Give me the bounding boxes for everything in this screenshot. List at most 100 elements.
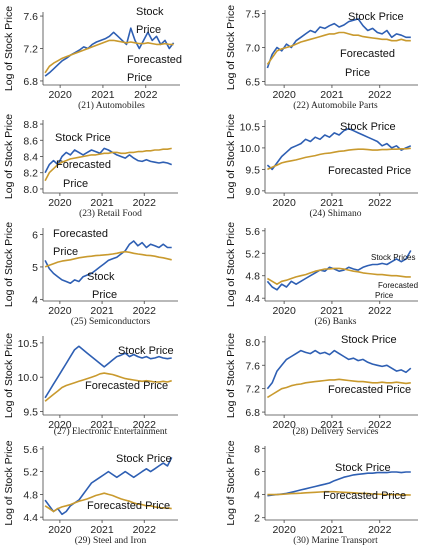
series-annotation: Stock <box>87 271 115 283</box>
x-tick-label: 2020 <box>48 524 72 536</box>
series-annotation: Forecasted Price <box>85 380 168 392</box>
series-annotation: Price <box>92 289 117 301</box>
chart-panel-1: 6.8 7.2 7.6 2020 2021 2022 Log of Stock Price S… <box>3 6 182 111</box>
chart-caption: (30) Marine Transport <box>293 535 378 546</box>
x-tick-label: 2020 <box>272 524 296 536</box>
y-tick-label: 10.0 <box>18 372 39 384</box>
stock-price-line <box>267 471 411 497</box>
x-tick-label: 2020 <box>272 419 296 431</box>
chart-panel-6: 4.4 4.8 5.2 5.6 2020 2021 2022 Log of Stock Pri… <box>225 222 418 327</box>
y-axis-label: Log of Stock Price <box>225 114 237 199</box>
stock-price-line <box>266 250 412 291</box>
x-tick-label: 2021 <box>320 419 344 431</box>
y-tick-label: 6 <box>254 466 260 478</box>
chart-caption: (21) Automobiles <box>78 100 145 111</box>
x-tick-label: 2021 <box>320 197 344 209</box>
y-axis-label: Log of Stock Price <box>225 440 237 525</box>
y-tick-label: 8.0 <box>23 184 38 196</box>
series-annotation: Forecasted <box>340 48 395 60</box>
x-tick-label: 2022 <box>368 89 392 101</box>
forecasted-price-line <box>44 147 172 182</box>
y-tick-label: 8.2 <box>23 168 38 180</box>
y-tick-label: 4 <box>32 294 38 306</box>
y-tick-label: 4.4 <box>23 512 38 524</box>
chart-panel-9: 4.4 4.8 5.2 5.6 2020 2021 2022 Log of Stock Pri… <box>3 440 178 546</box>
forecasted-price-line <box>267 147 411 171</box>
x-tick-label: 2022 <box>368 197 392 209</box>
y-tick-label: 4.4 <box>245 293 260 305</box>
series-annotation: Stock Price <box>116 453 172 465</box>
series-annotation: Forecasted <box>378 281 418 290</box>
y-tick-label: 8.0 <box>245 337 260 349</box>
series-annotation: Price <box>375 291 394 300</box>
forecasted-price-line <box>266 378 411 399</box>
y-tick-label: 6 <box>32 229 38 241</box>
chart-caption: (25) Semiconductors <box>71 316 151 327</box>
y-axis-label: Log of Stock Price <box>225 333 237 418</box>
x-tick-label: 2022 <box>133 524 157 536</box>
y-axis-label: Log of Stock Price <box>3 114 15 199</box>
x-tick-label: 2020 <box>272 197 296 209</box>
forecasted-price-line <box>44 39 174 74</box>
chart-caption: (22) Automobile Parts <box>293 100 378 111</box>
series-annotation: Stock Price <box>118 345 174 357</box>
x-tick-label: 2021 <box>320 524 344 536</box>
series-annotation: Price <box>136 24 161 36</box>
series-annotation: Forecasted Price <box>87 500 170 512</box>
y-tick-label: 7.6 <box>23 11 38 23</box>
y-axis-label: Log of Stock Price <box>3 440 15 525</box>
stock-price-line <box>266 127 412 171</box>
x-tick-label: 2020 <box>48 305 72 317</box>
y-tick-label: 5.6 <box>23 444 38 456</box>
y-tick-label: 8.6 <box>23 135 38 147</box>
chart-caption: (24) Shimano <box>310 208 362 219</box>
y-tick-label: 10.5 <box>240 121 261 133</box>
x-tick-label: 2020 <box>48 419 72 431</box>
stock-price-line <box>44 240 172 285</box>
series-annotation: Stock Price <box>348 11 404 23</box>
y-axis-label: Log of Stock Price <box>225 222 237 307</box>
y-tick-label: 6.8 <box>23 76 38 88</box>
y-tick-label: 7.6 <box>245 360 260 372</box>
chart-caption: (28) Delivery Services <box>293 426 379 437</box>
y-tick-label: 7.5 <box>245 8 260 20</box>
y-tick-label: 2 <box>254 513 260 525</box>
stock-price-line <box>266 18 411 69</box>
chart-panel-10: 2 4 6 8 2020 2021 2022 Log of Stock Price Stock … <box>225 440 418 546</box>
y-axis-label: Log of Stock Price <box>3 333 15 418</box>
y-tick-label: 10.5 <box>18 338 39 350</box>
series-annotation: Stock Price <box>341 334 397 346</box>
forecasted-price-line <box>44 250 172 268</box>
x-tick-label: 2021 <box>90 524 114 536</box>
series-annotation: Price <box>53 246 78 258</box>
chart-panel-7: 9.5 10.0 10.5 2020 2021 2022 Log of Stock Pric… <box>3 333 178 437</box>
y-axis-label: Log of Stock Price <box>3 222 15 307</box>
y-axis-label: Log of Stock Price <box>225 5 237 90</box>
chart-caption: (26) Banks <box>315 316 357 327</box>
x-tick-label: 2020 <box>48 197 72 209</box>
series-annotation: Stock Prices <box>371 253 415 262</box>
y-tick-label: 5.2 <box>23 467 38 479</box>
y-tick-label: 5.6 <box>245 226 260 238</box>
series-annotation: Price <box>127 72 152 84</box>
x-tick-label: 2022 <box>133 197 157 209</box>
series-annotation: Forecasted <box>127 54 182 66</box>
x-tick-label: 2021 <box>320 89 344 101</box>
y-tick-label: 5.2 <box>245 248 260 260</box>
x-tick-label: 2021 <box>320 305 344 317</box>
series-annotation: Price <box>63 178 88 190</box>
x-tick-label: 2022 <box>133 305 157 317</box>
x-tick-label: 2022 <box>368 524 392 536</box>
y-tick-label: 7.0 <box>245 43 260 55</box>
series-annotation: Stock <box>136 6 164 18</box>
stock-price-line <box>44 147 172 174</box>
chart-panel-4: 9.0 9.5 10.0 10.5 2020 2021 2022 Log of Stock P… <box>225 114 418 219</box>
series-annotation: Forecasted <box>53 228 108 240</box>
y-tick-label: 9.5 <box>245 164 260 176</box>
forecasted-price-line <box>266 31 411 65</box>
chart-caption: (29) Steel and Iron <box>75 535 147 546</box>
x-tick-label: 2022 <box>133 419 157 431</box>
chart-panel-8: 6.8 7.2 7.6 8.0 2020 2021 2022 Log of Stock Pri… <box>225 333 418 437</box>
forecasted-price-line <box>44 372 172 402</box>
series-annotation: Forecasted Price <box>328 165 411 177</box>
